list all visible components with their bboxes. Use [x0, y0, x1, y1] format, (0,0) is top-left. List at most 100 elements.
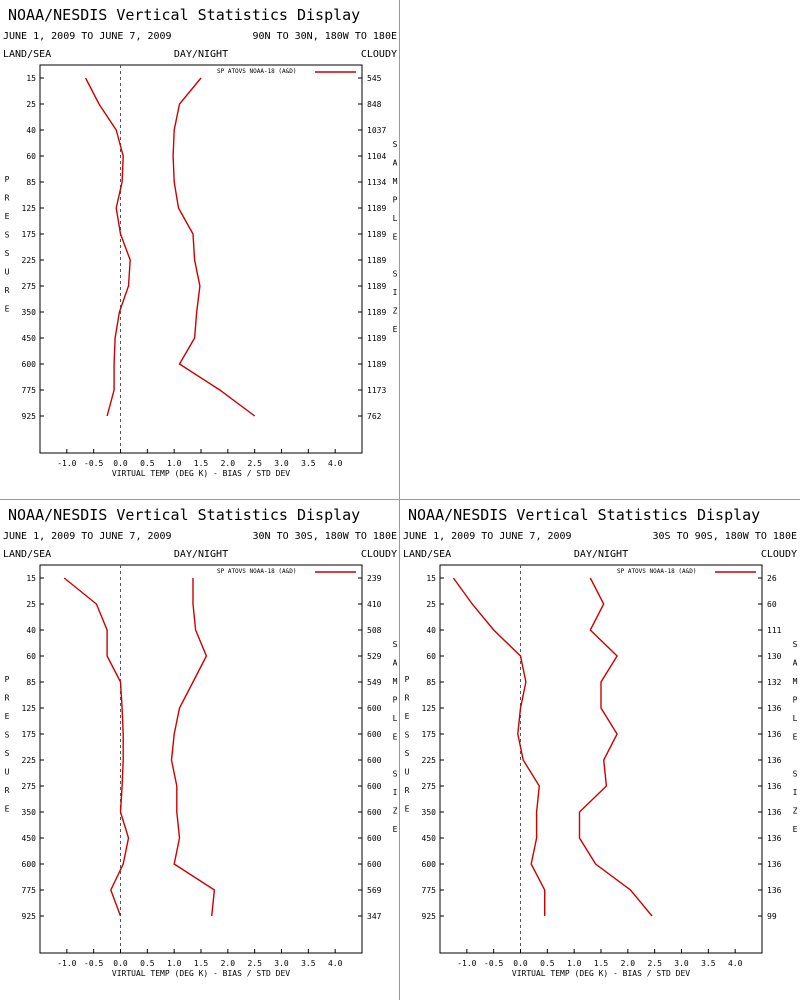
std-dev-line [172, 77, 256, 417]
chart-panel-30s-90s: NOAA/NESDIS Vertical Statistics Display J… [400, 500, 800, 1000]
pressure-tick-label: 15 [26, 574, 36, 583]
sample-size-label: 132 [767, 678, 782, 687]
sample-size-label: 136 [767, 730, 782, 739]
sample-size-label: 347 [367, 912, 382, 921]
region-label: 90N TO 30N, 180W TO 180E [253, 31, 398, 42]
x-tick-label: 4.0 [328, 459, 343, 468]
pressure-tick-label: 175 [422, 730, 437, 739]
sample-size-label: 1134 [367, 178, 386, 187]
pressure-tick-label: 775 [22, 886, 37, 895]
cloudy-header: CLOUDY [361, 549, 397, 560]
sample-size-label: 1189 [367, 230, 386, 239]
pressure-tick-label: 450 [22, 334, 37, 343]
bias-line [452, 577, 546, 916]
chart-title: NOAA/NESDIS Vertical Statistics Display [8, 6, 360, 24]
pressure-tick-label: 125 [22, 704, 37, 713]
sample-size-label: 1189 [367, 204, 386, 213]
land-sea-header: LAND/SEA [403, 549, 451, 560]
x-axis-label: VIRTUAL TEMP (DEG K) - BIAS / STD DEV [112, 469, 290, 478]
sample-size-label: 130 [767, 652, 782, 661]
pressure-tick-label: 275 [22, 782, 37, 791]
x-tick-label: 2.0 [221, 459, 236, 468]
pressure-tick-label: 15 [26, 74, 36, 83]
pressure-tick-label: 175 [22, 730, 37, 739]
sample-size-label: 529 [367, 652, 382, 661]
pressure-tick-label: 25 [26, 100, 36, 109]
std-dev-line [578, 577, 653, 917]
x-tick-label: -0.5 [484, 959, 503, 968]
x-tick-label: 2.5 [647, 959, 662, 968]
pressure-tick-label: 925 [22, 912, 37, 921]
pressure-tick-label: 350 [422, 808, 437, 817]
x-tick-label: -0.5 [84, 959, 103, 968]
sample-size-label: 1037 [367, 126, 386, 135]
pressure-tick-label: 600 [422, 860, 437, 869]
x-tick-label: 4.0 [328, 959, 343, 968]
pressure-tick-label: 775 [422, 886, 437, 895]
x-tick-label: 2.5 [247, 459, 262, 468]
x-tick-label: 2.0 [621, 959, 636, 968]
sample-size-label: 549 [367, 678, 382, 687]
region-label: 30S TO 90S, 180W TO 180E [653, 531, 798, 542]
pressure-tick-label: 175 [22, 230, 37, 239]
chart-svg: NOAA/NESDIS Vertical Statistics Display J… [403, 506, 798, 978]
date-range: JUNE 1, 2009 TO JUNE 7, 2009 [3, 31, 172, 42]
bias-line [63, 577, 130, 917]
sample-size-label: 136 [767, 782, 782, 791]
sample-size-label: 1189 [367, 282, 386, 291]
sample-size-label: 508 [367, 626, 382, 635]
pressure-tick-label: 15 [426, 574, 436, 583]
sample-size-label: 600 [367, 782, 382, 791]
x-axis-label: VIRTUAL TEMP (DEG K) - BIAS / STD DEV [512, 969, 690, 978]
x-tick-label: 3.5 [701, 959, 716, 968]
sample-size-label: 600 [367, 860, 382, 869]
sample-size-label: 136 [767, 756, 782, 765]
chart-svg: NOAA/NESDIS Vertical Statistics Display J… [3, 6, 398, 478]
sample-size-label: 136 [767, 834, 782, 843]
x-tick-label: 0.5 [540, 959, 555, 968]
x-tick-label: 1.5 [594, 959, 609, 968]
land-sea-header: LAND/SEA [3, 549, 51, 560]
land-sea-header: LAND/SEA [3, 49, 51, 60]
x-tick-label: 1.5 [194, 959, 209, 968]
pressure-tick-label: 40 [426, 626, 436, 635]
sample-size-label: 545 [367, 74, 382, 83]
legend-label: SP ATOVS NOAA-18 (A&D) [617, 568, 696, 575]
x-tick-label: 1.5 [194, 459, 209, 468]
x-tick-label: 0.0 [113, 459, 128, 468]
panel-divider-horizontal [0, 499, 800, 500]
chart-panel-30n-30s: NOAA/NESDIS Vertical Statistics Display J… [0, 500, 400, 1000]
pressure-tick-label: 600 [22, 860, 37, 869]
sample-size-label: 99 [767, 912, 777, 921]
chart-title: NOAA/NESDIS Vertical Statistics Display [408, 506, 760, 524]
sample-size-label: 1189 [367, 256, 386, 265]
pressure-tick-label: 275 [22, 282, 37, 291]
sample-size-label: 569 [367, 886, 382, 895]
sample-size-label: 1173 [367, 386, 386, 395]
sample-size-label: 600 [367, 730, 382, 739]
x-axis-label: VIRTUAL TEMP (DEG K) - BIAS / STD DEV [112, 969, 290, 978]
x-tick-label: 2.0 [221, 959, 236, 968]
pressure-tick-label: 600 [22, 360, 37, 369]
pressure-tick-label: 350 [22, 808, 37, 817]
bias-line [84, 77, 131, 417]
sample-size-label: 1104 [367, 152, 386, 161]
pressure-tick-label: 60 [26, 652, 36, 661]
pressure-tick-label: 25 [26, 600, 36, 609]
pressure-tick-label: 25 [426, 600, 436, 609]
std-dev-line [170, 578, 216, 917]
x-tick-label: -1.0 [57, 459, 76, 468]
pressure-tick-label: 225 [22, 256, 37, 265]
x-tick-label: 2.5 [247, 959, 262, 968]
sample-size-label: 848 [367, 100, 382, 109]
sample-size-label: 410 [367, 600, 382, 609]
date-range: JUNE 1, 2009 TO JUNE 7, 2009 [3, 531, 172, 542]
pressure-tick-label: 60 [26, 152, 36, 161]
x-tick-label: 3.0 [674, 959, 689, 968]
sample-size-label: 136 [767, 808, 782, 817]
